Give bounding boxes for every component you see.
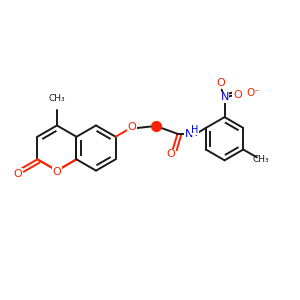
Text: N: N — [220, 92, 229, 103]
Text: O: O — [216, 78, 225, 88]
Text: H: H — [191, 125, 199, 135]
Text: N: N — [185, 129, 194, 139]
Text: O: O — [52, 167, 61, 177]
Text: O⁻: O⁻ — [246, 88, 260, 98]
Text: CH₃: CH₃ — [253, 155, 269, 164]
Text: CH₃: CH₃ — [49, 94, 65, 103]
Text: H: H — [190, 128, 198, 138]
Text: O: O — [14, 169, 22, 179]
Text: O: O — [127, 122, 136, 132]
Text: O: O — [233, 89, 242, 100]
Text: O: O — [167, 149, 176, 160]
